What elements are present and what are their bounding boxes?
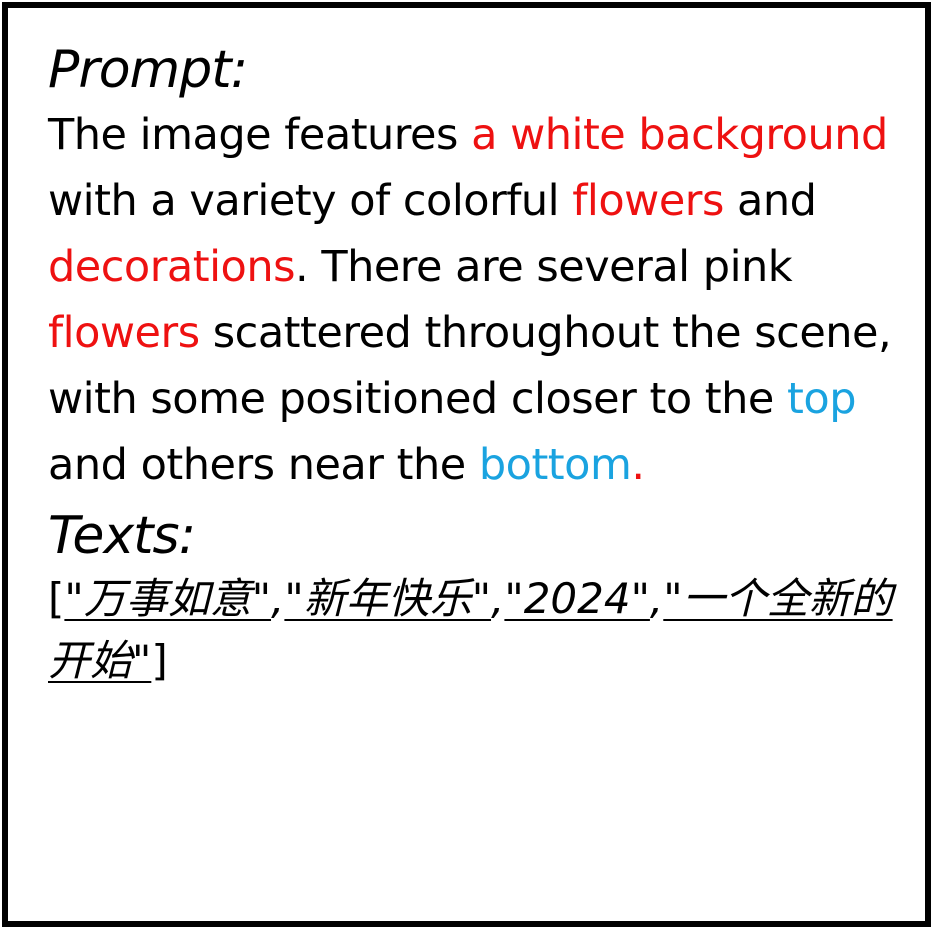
prompt-segment-position: bottom bbox=[478, 440, 632, 490]
prompt-segment: and others near the bbox=[48, 440, 479, 490]
prompt-heading: Prompt: bbox=[48, 40, 248, 100]
prompt-segment-highlight: a white background bbox=[471, 110, 888, 160]
prompt-segment: and bbox=[723, 176, 817, 226]
prompt-segment: . There are several pink bbox=[295, 242, 793, 292]
prompt-text: The image features a white background wi… bbox=[48, 102, 911, 498]
prompt-segment-period: . bbox=[631, 440, 645, 490]
separator: , bbox=[271, 574, 285, 623]
texts-heading: Texts: bbox=[48, 506, 196, 566]
text-item: "一个全新的开始" bbox=[48, 574, 893, 685]
close-bracket: ] bbox=[151, 636, 168, 685]
prompt-segment-highlight: flowers bbox=[572, 176, 724, 226]
text-item: "新年快乐" bbox=[284, 574, 492, 623]
prompt-segment: with a variety of colorful bbox=[48, 176, 573, 226]
prompt-segment: scattered throughout the scene, with som… bbox=[48, 308, 892, 424]
separator: , bbox=[649, 574, 664, 623]
text-item: "万事如意" bbox=[64, 574, 272, 623]
separator: , bbox=[491, 574, 505, 623]
card-content: Prompt: The image features a white backg… bbox=[48, 38, 911, 692]
open-bracket: [ bbox=[48, 574, 65, 623]
prompt-segment-highlight: flowers bbox=[48, 308, 200, 358]
prompt-segment-position: top bbox=[787, 374, 856, 424]
prompt-segment-highlight: decorations bbox=[48, 242, 296, 292]
prompt-segment: The image features bbox=[48, 110, 472, 160]
texts-list: ["万事如意","新年快乐","2024","一个全新的开始"] bbox=[48, 568, 911, 692]
text-item: "2024" bbox=[504, 574, 650, 623]
